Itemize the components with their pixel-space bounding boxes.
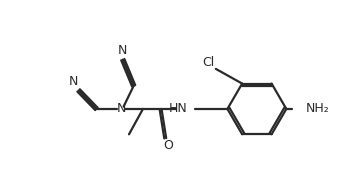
Text: N: N — [117, 102, 126, 115]
Text: N: N — [69, 75, 78, 88]
Text: N: N — [118, 44, 127, 57]
Text: O: O — [163, 139, 174, 152]
Text: NH₂: NH₂ — [306, 102, 329, 115]
Text: Cl: Cl — [202, 56, 214, 69]
Text: HN: HN — [168, 102, 187, 115]
